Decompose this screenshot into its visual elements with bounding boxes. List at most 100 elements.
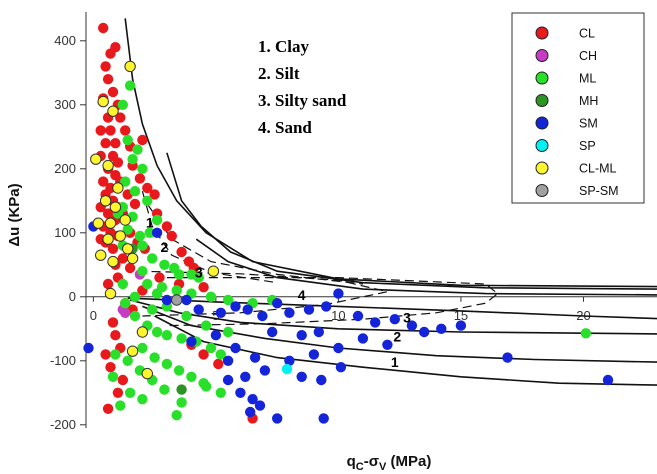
- zone-boundary: [195, 238, 657, 296]
- legend-marker-sp: [535, 139, 549, 152]
- zone-number-label: 3: [195, 265, 203, 281]
- data-point-cl-ml: [102, 159, 114, 172]
- data-point-sm: [436, 323, 447, 334]
- data-point-ml: [200, 381, 212, 392]
- data-point-ml: [200, 320, 212, 331]
- data-point-ml: [205, 291, 217, 302]
- data-point-sm: [267, 326, 278, 338]
- data-point-sm: [406, 320, 418, 331]
- legend: CL CH ML MH SM SP CL-ML SP-SM: [511, 12, 645, 204]
- legend-label-cl-ml: CL-ML: [579, 162, 617, 176]
- y-tick-label: 100: [54, 225, 76, 240]
- data-point-cl: [110, 330, 121, 341]
- data-point-cl: [115, 112, 126, 123]
- data-point-ml: [173, 365, 185, 376]
- zone-boundary: [129, 299, 657, 335]
- data-point-cl: [154, 272, 165, 283]
- data-point-sm: [357, 333, 369, 344]
- data-point-ml: [110, 349, 121, 360]
- data-point-ml: [137, 163, 148, 174]
- data-point-cl-ml: [104, 217, 117, 229]
- data-point-ch: [120, 307, 131, 318]
- data-point-cl-ml: [95, 249, 107, 261]
- data-point-sm: [257, 310, 268, 322]
- data-point-ml: [181, 310, 192, 322]
- data-point-ml: [124, 80, 136, 91]
- data-point-ml: [147, 253, 158, 264]
- data-point-ml: [161, 330, 173, 341]
- data-point-sm: [215, 307, 226, 318]
- data-point-ml: [159, 259, 170, 270]
- data-point-ml: [115, 400, 126, 411]
- zone-number-label: 2: [161, 239, 169, 255]
- data-point-ml: [151, 288, 163, 299]
- y-tick-label: 0: [69, 289, 76, 304]
- data-point-cl-ml: [136, 326, 149, 338]
- data-point-ml: [127, 154, 138, 165]
- data-point-cl: [107, 86, 119, 98]
- data-point-cl-ml: [126, 252, 139, 265]
- data-point-ml: [580, 328, 592, 339]
- data-point-ml: [144, 227, 155, 238]
- data-point-ml: [120, 298, 131, 309]
- data-point-cl: [176, 246, 187, 258]
- data-point-sm: [284, 355, 295, 366]
- data-point-cl: [124, 262, 136, 274]
- legend-label-ml: ML: [579, 72, 596, 86]
- data-point-ml: [137, 240, 148, 251]
- data-point-sm: [240, 371, 251, 382]
- data-point-sm: [352, 310, 364, 322]
- data-point-ml: [176, 333, 187, 344]
- data-point-cl: [166, 230, 177, 242]
- data-point-sm: [296, 330, 307, 341]
- data-point-cl: [102, 208, 114, 219]
- data-point-cl: [100, 61, 111, 72]
- legend-marker-sm: [535, 116, 549, 130]
- data-point-cl-ml: [97, 95, 109, 108]
- data-point-cl-ml: [112, 182, 124, 194]
- x-tick-label: 0: [90, 308, 97, 323]
- zone-key: 1. Clay 2. Silt 3. Silty sand 4. Sand: [258, 37, 347, 137]
- data-point-cl: [213, 358, 224, 370]
- data-point-ml: [129, 310, 141, 322]
- data-point-ml: [122, 355, 133, 366]
- data-point-mh: [176, 384, 187, 395]
- data-point-sm: [303, 304, 315, 315]
- data-point-cl-ml: [99, 195, 112, 207]
- legend-label-cl: CL: [579, 27, 595, 41]
- data-point-sm: [161, 294, 173, 306]
- zone-boundary: [124, 18, 657, 288]
- data-point-sm: [316, 374, 327, 386]
- legend-box: [511, 12, 645, 204]
- data-point-ml: [173, 269, 185, 280]
- data-point-cl-ml: [122, 243, 134, 255]
- data-point-cl: [142, 182, 153, 194]
- data-point-cl-ml: [109, 201, 122, 213]
- zone-number-label: 1: [391, 354, 399, 370]
- data-point-sm: [333, 288, 344, 299]
- data-point-sm: [222, 355, 234, 366]
- data-point-cl-ml: [126, 345, 139, 357]
- data-point-sm: [181, 294, 192, 306]
- data-point-cl: [198, 282, 209, 293]
- zone-boundary-dashed: [166, 277, 499, 327]
- data-point-cl: [100, 349, 111, 360]
- legend-label-mh: MH: [579, 94, 598, 108]
- data-point-sp-sm: [171, 294, 183, 306]
- zone-key-item: 4. Sand: [258, 118, 312, 137]
- data-point-sm: [230, 342, 241, 354]
- legend-marker-sp-sm: [535, 184, 549, 197]
- zone-number-label: 3: [403, 309, 411, 325]
- legend-label-sm: SM: [579, 117, 598, 131]
- legend-label-sp-sm: SP-SM: [579, 184, 619, 198]
- x-tick-label: 10: [331, 308, 345, 323]
- data-point-sm: [259, 365, 271, 376]
- data-point-ml: [193, 272, 204, 283]
- data-point-sm: [210, 330, 222, 341]
- data-point-cl-ml: [119, 214, 131, 226]
- data-point-cl: [112, 157, 124, 168]
- zone-key-item: 1. Clay: [258, 37, 310, 56]
- data-point-sm: [455, 320, 467, 331]
- data-point-cl: [117, 374, 128, 386]
